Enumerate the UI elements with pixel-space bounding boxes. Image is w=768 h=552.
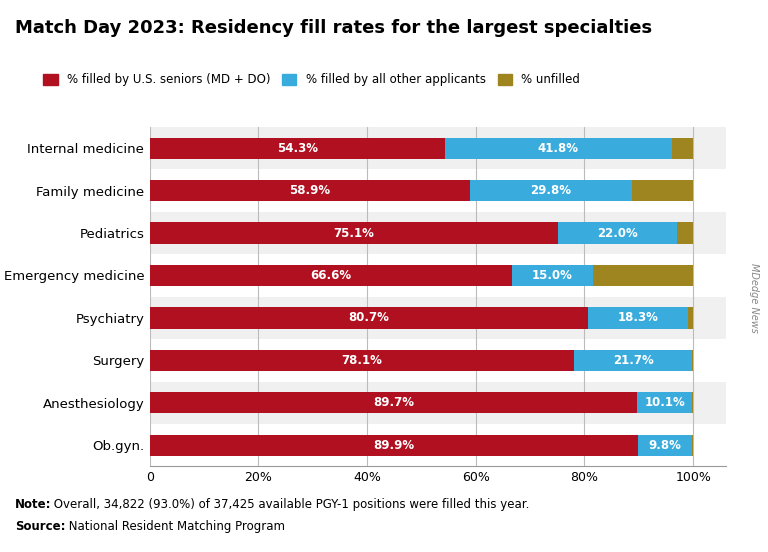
Bar — [150, 222, 558, 243]
Bar — [637, 392, 692, 413]
Text: Source:: Source: — [15, 519, 66, 533]
Legend: % filled by U.S. seniors (MD + DO), % filled by all other applicants, % unfilled: % filled by U.S. seniors (MD + DO), % fi… — [43, 73, 580, 87]
Bar — [593, 265, 694, 286]
Bar — [588, 307, 687, 328]
Bar — [150, 339, 726, 381]
Text: 54.3%: 54.3% — [276, 142, 318, 155]
Bar — [677, 222, 694, 243]
Text: MDedge News: MDedge News — [749, 263, 759, 333]
Text: 18.3%: 18.3% — [617, 311, 658, 325]
Bar — [672, 137, 694, 159]
Bar — [445, 137, 672, 159]
Text: 80.7%: 80.7% — [349, 311, 389, 325]
Bar — [470, 180, 632, 201]
Text: 78.1%: 78.1% — [342, 354, 382, 367]
Text: 10.1%: 10.1% — [644, 396, 685, 409]
Text: 66.6%: 66.6% — [310, 269, 351, 282]
Text: 29.8%: 29.8% — [530, 184, 571, 197]
Text: 75.1%: 75.1% — [333, 226, 374, 240]
Text: 21.7%: 21.7% — [613, 354, 654, 367]
Bar — [150, 307, 588, 328]
Text: 58.9%: 58.9% — [290, 184, 330, 197]
Bar — [150, 424, 726, 466]
Bar — [150, 169, 726, 212]
Bar — [511, 265, 593, 286]
Bar — [687, 307, 694, 328]
Bar — [150, 137, 445, 159]
Text: Match Day 2023: Residency fill rates for the largest specialties: Match Day 2023: Residency fill rates for… — [15, 19, 653, 38]
Text: 15.0%: 15.0% — [532, 269, 573, 282]
Bar — [150, 127, 726, 169]
Bar — [150, 180, 470, 201]
Text: 41.8%: 41.8% — [538, 142, 579, 155]
Text: 22.0%: 22.0% — [598, 226, 638, 240]
Text: Overall, 34,822 (93.0%) of 37,425 available PGY-1 positions were filled this yea: Overall, 34,822 (93.0%) of 37,425 availa… — [50, 497, 529, 511]
Bar — [692, 392, 694, 413]
Bar — [558, 222, 677, 243]
Bar — [150, 212, 726, 254]
Text: National Resident Matching Program: National Resident Matching Program — [65, 519, 285, 533]
Bar — [150, 392, 637, 413]
Bar — [632, 180, 694, 201]
Bar — [150, 297, 726, 339]
Bar — [150, 265, 511, 286]
Bar — [692, 350, 694, 371]
Bar — [150, 254, 726, 297]
Bar — [574, 350, 692, 371]
Bar — [150, 350, 574, 371]
Text: Note:: Note: — [15, 497, 52, 511]
Bar — [691, 434, 694, 456]
Text: 89.9%: 89.9% — [373, 439, 415, 452]
Bar — [150, 381, 726, 424]
Text: 9.8%: 9.8% — [648, 439, 681, 452]
Text: 89.7%: 89.7% — [373, 396, 414, 409]
Bar — [150, 434, 638, 456]
Bar — [638, 434, 691, 456]
